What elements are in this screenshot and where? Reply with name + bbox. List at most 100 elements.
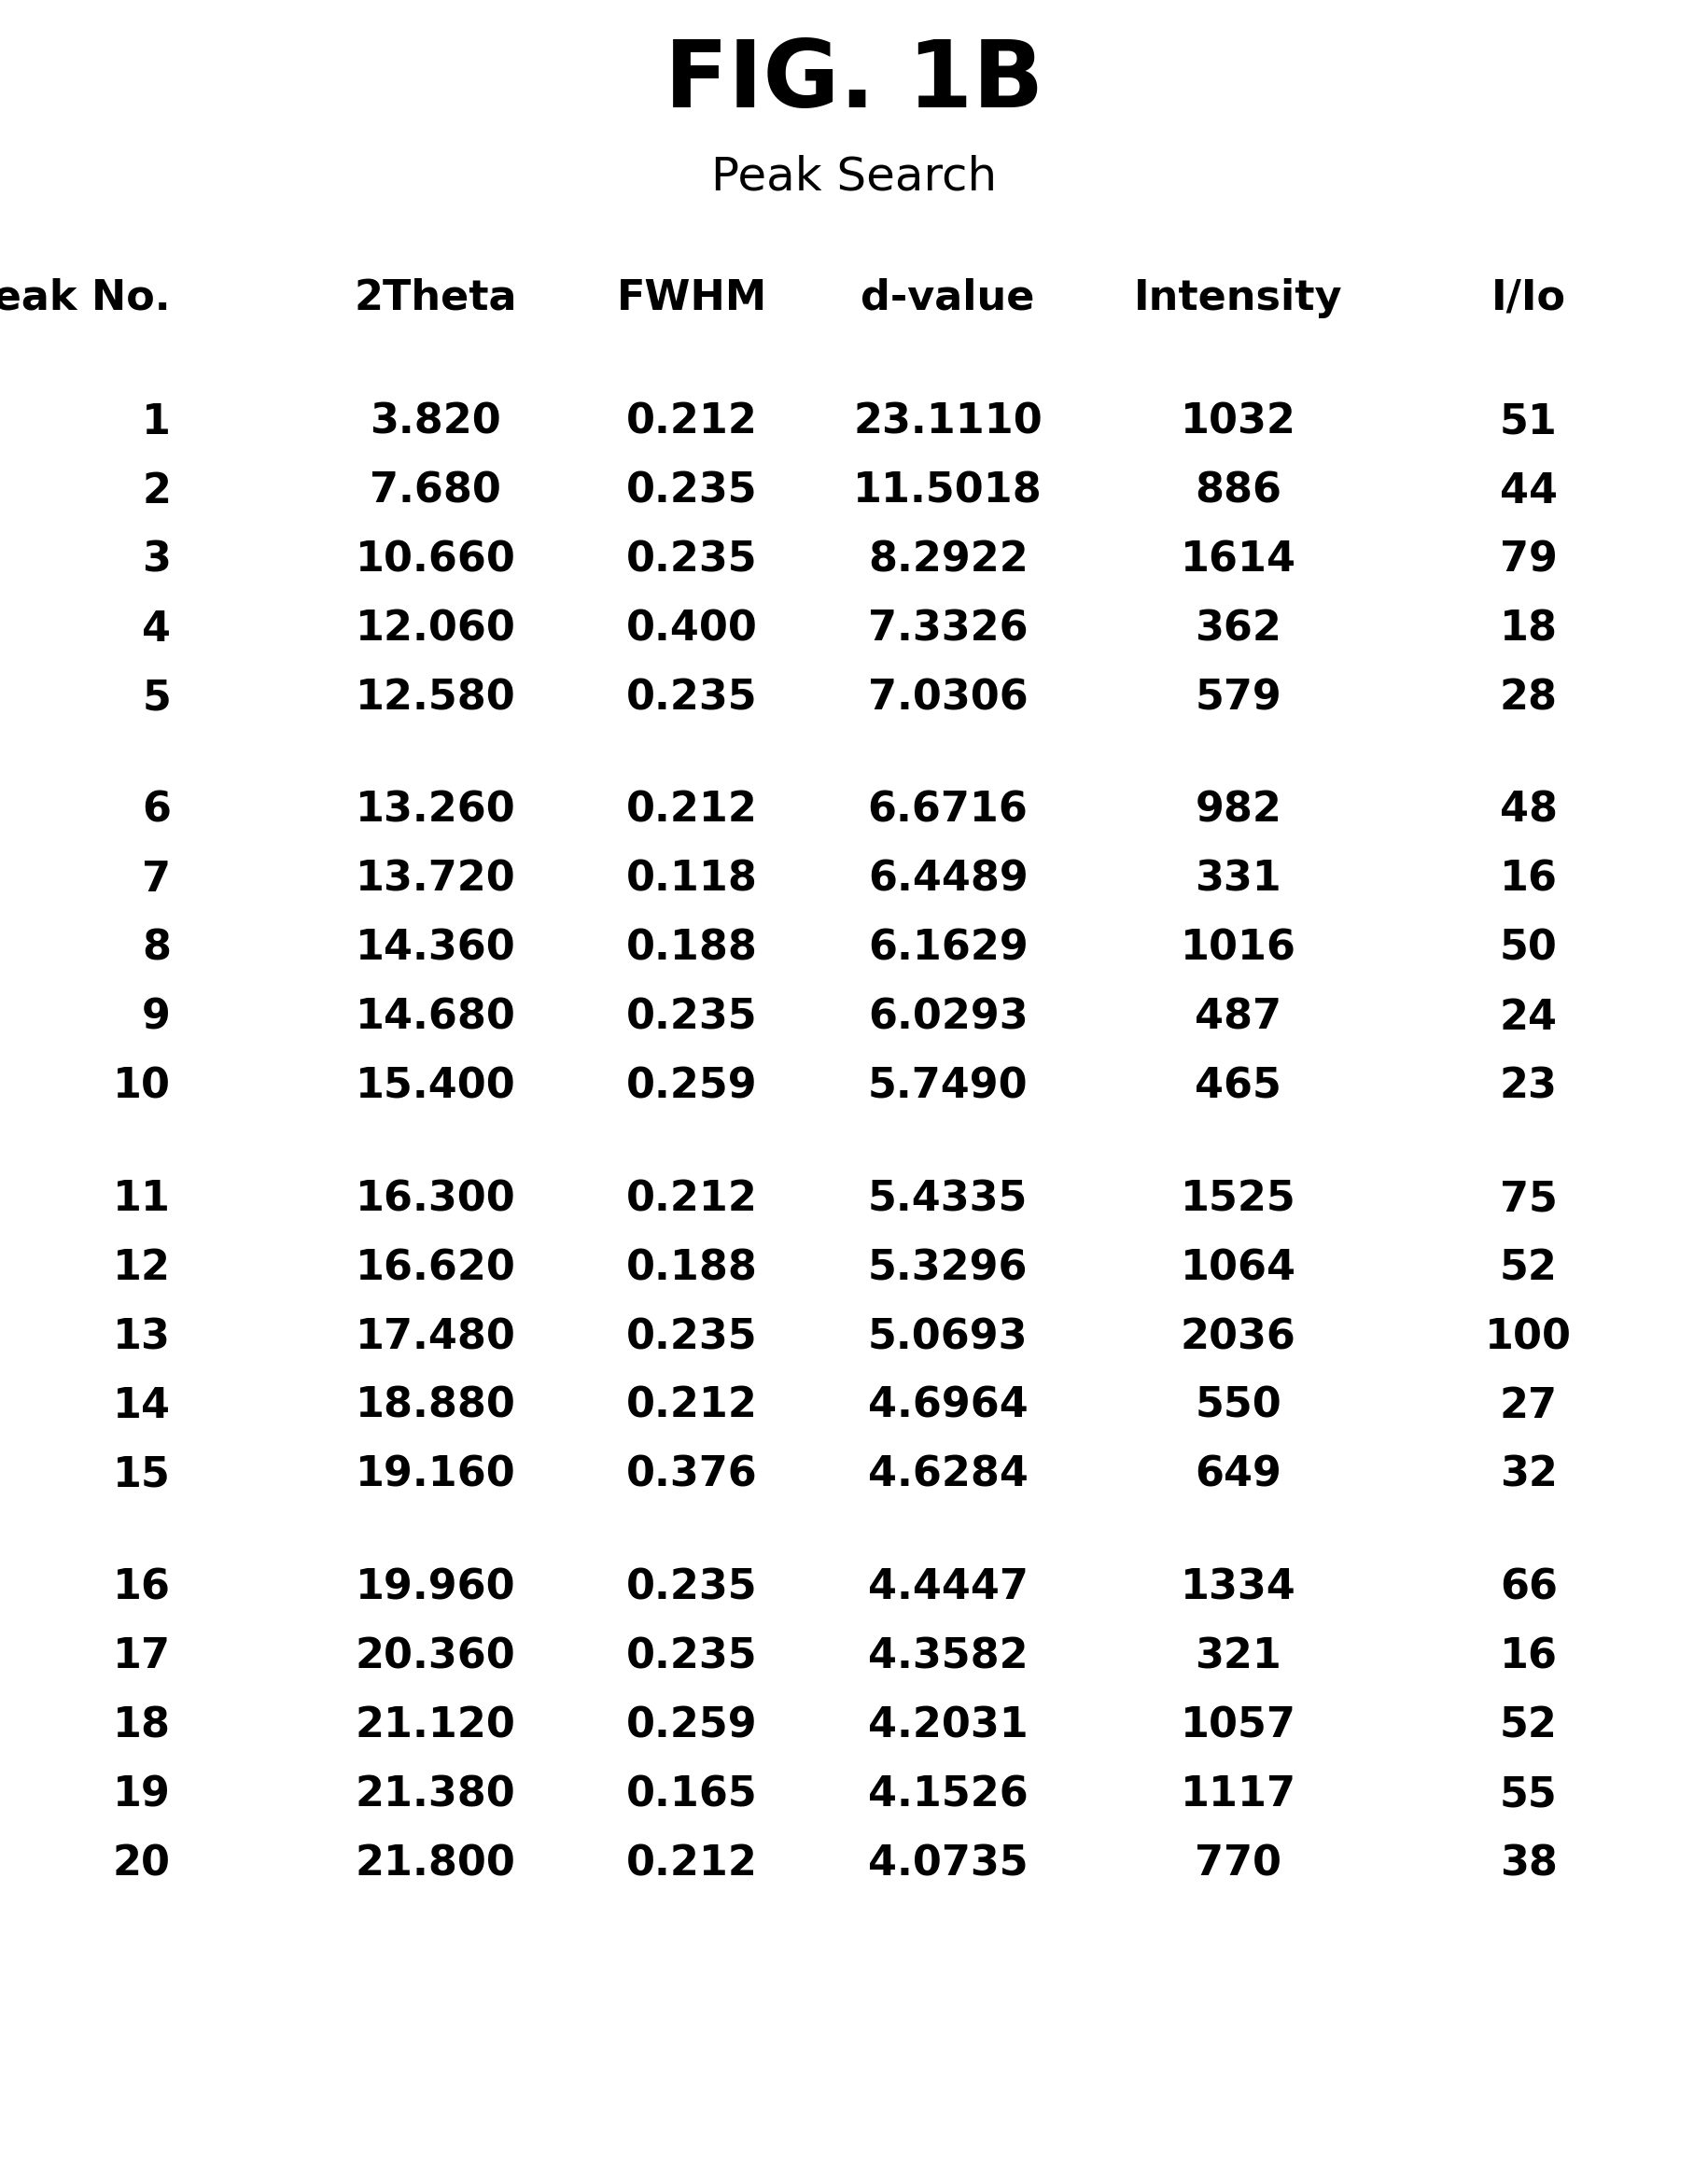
Text: 28: 28 — [1500, 678, 1558, 719]
Text: I/Io: I/Io — [1491, 278, 1566, 317]
Text: 32: 32 — [1500, 1454, 1558, 1495]
Text: 15: 15 — [113, 1454, 171, 1495]
Text: 52: 52 — [1500, 1247, 1558, 1288]
Text: 7.0306: 7.0306 — [868, 678, 1028, 719]
Text: 13: 13 — [113, 1316, 171, 1357]
Text: 579: 579 — [1196, 678, 1281, 719]
Text: 6: 6 — [142, 790, 171, 831]
Text: 1: 1 — [142, 401, 171, 442]
Text: Intensity: Intensity — [1134, 278, 1342, 317]
Text: 4.6964: 4.6964 — [868, 1385, 1028, 1426]
Text: 18.880: 18.880 — [355, 1385, 516, 1426]
Text: 0.259: 0.259 — [627, 1066, 757, 1107]
Text: 0.400: 0.400 — [627, 609, 757, 650]
Text: 0.235: 0.235 — [627, 540, 757, 581]
Text: 4: 4 — [142, 609, 171, 650]
Text: 0.259: 0.259 — [627, 1705, 757, 1746]
Text: 51: 51 — [1500, 401, 1558, 442]
Text: 16: 16 — [113, 1567, 171, 1608]
Text: 4.4447: 4.4447 — [868, 1567, 1028, 1608]
Text: 18: 18 — [1500, 609, 1558, 650]
Text: 14.360: 14.360 — [355, 928, 516, 969]
Text: 1525: 1525 — [1180, 1178, 1296, 1219]
Text: 0.376: 0.376 — [627, 1454, 757, 1495]
Text: 8: 8 — [142, 928, 171, 969]
Text: 9: 9 — [142, 997, 171, 1038]
Text: 66: 66 — [1500, 1567, 1558, 1608]
Text: 4.1526: 4.1526 — [868, 1774, 1028, 1815]
Text: 4.0735: 4.0735 — [868, 1843, 1028, 1884]
Text: 50: 50 — [1500, 928, 1558, 969]
Text: 0.235: 0.235 — [627, 997, 757, 1038]
Text: 982: 982 — [1196, 790, 1281, 831]
Text: 550: 550 — [1196, 1385, 1281, 1426]
Text: 0.188: 0.188 — [627, 1247, 757, 1288]
Text: 52: 52 — [1500, 1705, 1558, 1746]
Text: 11.5018: 11.5018 — [854, 470, 1042, 511]
Text: 5.7490: 5.7490 — [868, 1066, 1028, 1107]
Text: 20.360: 20.360 — [355, 1636, 516, 1677]
Text: 21.380: 21.380 — [355, 1774, 516, 1815]
Text: 362: 362 — [1196, 609, 1281, 650]
Text: 3.820: 3.820 — [371, 401, 500, 442]
Text: 16.300: 16.300 — [355, 1178, 516, 1219]
Text: 0.118: 0.118 — [627, 859, 757, 900]
Text: 19.160: 19.160 — [355, 1454, 516, 1495]
Text: 23: 23 — [1500, 1066, 1558, 1107]
Text: 331: 331 — [1196, 859, 1281, 900]
Text: 4.2031: 4.2031 — [868, 1705, 1028, 1746]
Text: 16.620: 16.620 — [355, 1247, 516, 1288]
Text: 19.960: 19.960 — [355, 1567, 516, 1608]
Text: 17.480: 17.480 — [355, 1316, 516, 1357]
Text: 4.3582: 4.3582 — [868, 1636, 1028, 1677]
Text: 55: 55 — [1500, 1774, 1558, 1815]
Text: 649: 649 — [1196, 1454, 1281, 1495]
Text: 2Theta: 2Theta — [354, 278, 518, 317]
Text: 15.400: 15.400 — [355, 1066, 516, 1107]
Text: FIG. 1B: FIG. 1B — [664, 37, 1044, 127]
Text: 2: 2 — [142, 470, 171, 511]
Text: 100: 100 — [1486, 1316, 1571, 1357]
Text: d-value: d-value — [861, 278, 1035, 317]
Text: 0.235: 0.235 — [627, 1567, 757, 1608]
Text: 770: 770 — [1196, 1843, 1281, 1884]
Text: 1117: 1117 — [1180, 1774, 1296, 1815]
Text: 0.212: 0.212 — [627, 1843, 757, 1884]
Text: 23.1110: 23.1110 — [854, 401, 1042, 442]
Text: 6.6716: 6.6716 — [868, 790, 1028, 831]
Text: 7.680: 7.680 — [371, 470, 500, 511]
Text: 5.4335: 5.4335 — [868, 1178, 1028, 1219]
Text: 6.4489: 6.4489 — [868, 859, 1028, 900]
Text: 11: 11 — [113, 1178, 171, 1219]
Text: 0.165: 0.165 — [627, 1774, 757, 1815]
Text: 27: 27 — [1500, 1385, 1558, 1426]
Text: 2036: 2036 — [1180, 1316, 1296, 1357]
Text: 16: 16 — [1500, 859, 1558, 900]
Text: 1064: 1064 — [1180, 1247, 1296, 1288]
Text: 0.235: 0.235 — [627, 678, 757, 719]
Text: FWHM: FWHM — [617, 278, 767, 317]
Text: 7.3326: 7.3326 — [868, 609, 1028, 650]
Text: 14: 14 — [113, 1385, 171, 1426]
Text: 6.0293: 6.0293 — [868, 997, 1028, 1038]
Text: 321: 321 — [1196, 1636, 1281, 1677]
Text: 1614: 1614 — [1180, 540, 1296, 581]
Text: 13.260: 13.260 — [355, 790, 516, 831]
Text: 13.720: 13.720 — [355, 859, 516, 900]
Text: 18: 18 — [113, 1705, 171, 1746]
Text: 0.212: 0.212 — [627, 1178, 757, 1219]
Text: 38: 38 — [1500, 1843, 1558, 1884]
Text: 1334: 1334 — [1180, 1567, 1296, 1608]
Text: 0.235: 0.235 — [627, 470, 757, 511]
Text: 12: 12 — [113, 1247, 171, 1288]
Text: 75: 75 — [1500, 1178, 1558, 1219]
Text: Peak Search: Peak Search — [711, 155, 997, 199]
Text: 0.212: 0.212 — [627, 1385, 757, 1426]
Text: 21.800: 21.800 — [355, 1843, 516, 1884]
Text: 465: 465 — [1196, 1066, 1281, 1107]
Text: 0.235: 0.235 — [627, 1316, 757, 1357]
Text: 44: 44 — [1500, 470, 1558, 511]
Text: 6.1629: 6.1629 — [868, 928, 1028, 969]
Text: 1032: 1032 — [1180, 401, 1296, 442]
Text: 12.060: 12.060 — [355, 609, 516, 650]
